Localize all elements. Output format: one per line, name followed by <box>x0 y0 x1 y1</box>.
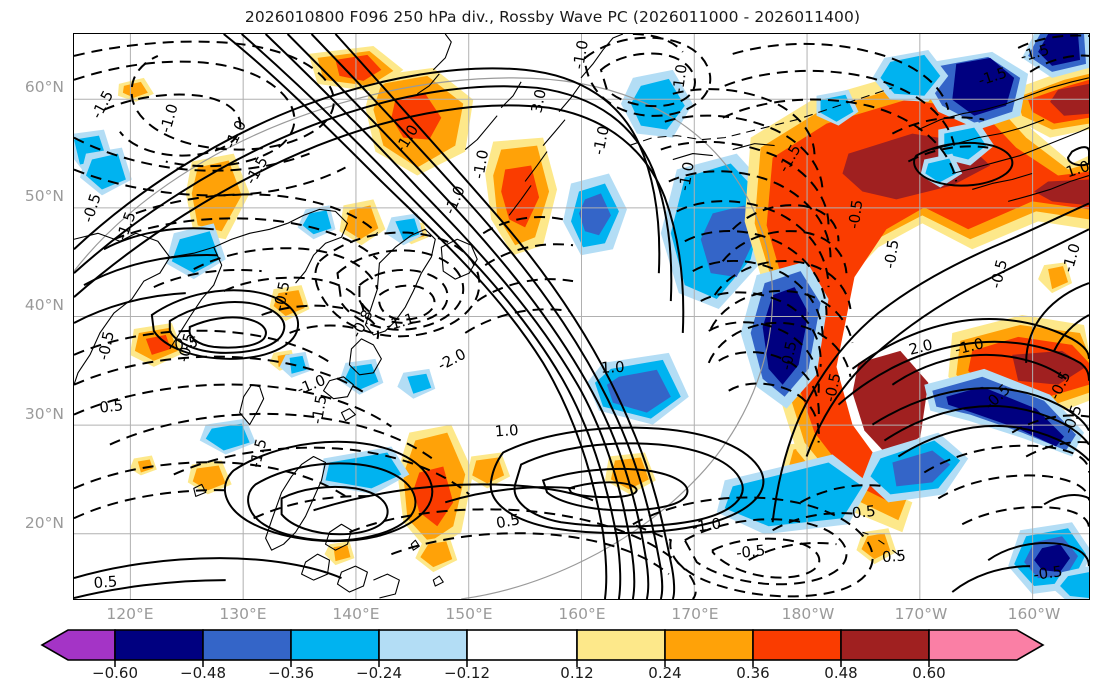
svg-text:-1.0: -1.0 <box>589 124 613 156</box>
svg-text:0.5: 0.5 <box>93 572 118 592</box>
negative-divergence-contours <box>74 34 1089 599</box>
colorbar-tick-neg036: −0.36 <box>268 664 314 682</box>
svg-text:-1.5: -1.5 <box>308 393 331 425</box>
y-tick-label-20n: 20°N <box>24 514 64 532</box>
svg-text:1.0: 1.0 <box>494 421 519 441</box>
map-plot-area: -1.5 -1.0 -1.0 -1.5 -0.5 -1.0 -1.0 3.0 -… <box>73 33 1090 600</box>
colorbar-tick-neg060: −0.60 <box>92 664 138 682</box>
svg-text:-1.1: -1.1 <box>384 309 417 334</box>
positive-divergence-contours <box>74 34 1089 599</box>
y-tick-label-50n: 50°N <box>24 187 64 205</box>
svg-text:-1.0: -1.0 <box>294 371 328 399</box>
y-tick-label-30n: 30°N <box>24 405 64 423</box>
svg-text:-0.5: -0.5 <box>1032 562 1063 584</box>
svg-text:-1.0: -1.0 <box>156 102 181 135</box>
colorbar-tick-pos024: 0.24 <box>648 664 682 682</box>
svg-text:-0.5: -0.5 <box>79 191 105 224</box>
colorbar-tick-pos012: 0.12 <box>560 664 594 682</box>
svg-text:0.5: 0.5 <box>851 502 877 522</box>
svg-text:-0.5: -0.5 <box>845 199 867 230</box>
y-tick-label-40n: 40°N <box>24 296 64 314</box>
svg-text:-1.0: -1.0 <box>1059 241 1084 274</box>
svg-text:-1.5: -1.5 <box>242 153 272 187</box>
svg-text:0.5: 0.5 <box>495 510 522 532</box>
svg-text:3.0: 3.0 <box>527 88 550 115</box>
svg-text:-1.0: -1.0 <box>691 514 722 536</box>
svg-text:1.0: 1.0 <box>600 358 624 377</box>
colorbar-tick-pos060: 0.60 <box>912 664 946 682</box>
svg-text:-0.5: -0.5 <box>821 371 845 403</box>
colorbar-tick-pos048: 0.48 <box>824 664 858 682</box>
x-tick-label-170w: 170°W <box>894 605 948 623</box>
svg-text:-0.5: -0.5 <box>881 238 903 269</box>
map-canvas: -1.5 -1.0 -1.0 -1.5 -0.5 -1.0 -1.0 3.0 -… <box>74 34 1089 599</box>
x-tick-label-170e: 170°E <box>671 605 719 623</box>
svg-text:-1.0: -1.0 <box>669 63 691 94</box>
colorbar-svg <box>40 629 1045 667</box>
svg-text:-0.5: -0.5 <box>94 329 118 361</box>
colorbar-over-extension <box>928 629 1045 661</box>
svg-text:0.5: 0.5 <box>881 547 906 567</box>
colorbar-under-extension <box>40 629 116 661</box>
x-tick-label-130e: 130°E <box>219 605 267 623</box>
great-circle-arc <box>74 77 774 599</box>
page-title: 2026010800 F096 250 hPa div., Rossby Wav… <box>244 8 861 26</box>
colorbar-tick-pos036: 0.36 <box>736 664 770 682</box>
colorbar: −0.60 −0.48 −0.36 −0.24 −0.12 0.12 0.24 … <box>0 628 1105 692</box>
colorbar-bands <box>40 629 1045 661</box>
svg-text:-1.5: -1.5 <box>88 87 118 121</box>
svg-text:-2.0: -2.0 <box>435 345 469 375</box>
svg-text:-0.5: -0.5 <box>735 541 766 562</box>
x-tick-label-160w: 160°W <box>1007 605 1061 623</box>
coastlines <box>74 34 1089 599</box>
x-tick-label-180w: 180°W <box>781 605 835 623</box>
colorbar-ticks <box>114 660 930 667</box>
svg-text:0.5: 0.5 <box>98 396 124 416</box>
colorbar-tick-neg024: −0.24 <box>356 664 402 682</box>
svg-text:-0.5: -0.5 <box>777 339 801 371</box>
svg-text:-1.0: -1.0 <box>221 117 250 151</box>
x-tick-label-120e: 120°E <box>106 605 154 623</box>
y-tick-label-60n: 60°N <box>24 78 64 96</box>
svg-text:-0.5: -0.5 <box>168 333 199 355</box>
x-tick-label-140e: 140°E <box>332 605 380 623</box>
x-tick-label-160e: 160°E <box>558 605 606 623</box>
x-tick-label-150e: 150°E <box>445 605 493 623</box>
svg-text:-0.5: -0.5 <box>270 280 294 312</box>
svg-text:-1.0: -1.0 <box>440 183 468 217</box>
svg-text:-1.0: -1.0 <box>675 160 698 192</box>
colorbar-tick-neg048: −0.48 <box>180 664 226 682</box>
svg-text:-0.5: -0.5 <box>987 257 1012 290</box>
svg-text:-1.0: -1.0 <box>569 39 592 71</box>
svg-text:-1.0: -1.0 <box>469 148 492 180</box>
svg-text:-1.5: -1.5 <box>113 209 140 243</box>
svg-text:-0.8: -0.8 <box>347 307 377 341</box>
colorbar-tick-neg012: −0.12 <box>444 664 490 682</box>
svg-text:2.0: 2.0 <box>907 336 934 359</box>
